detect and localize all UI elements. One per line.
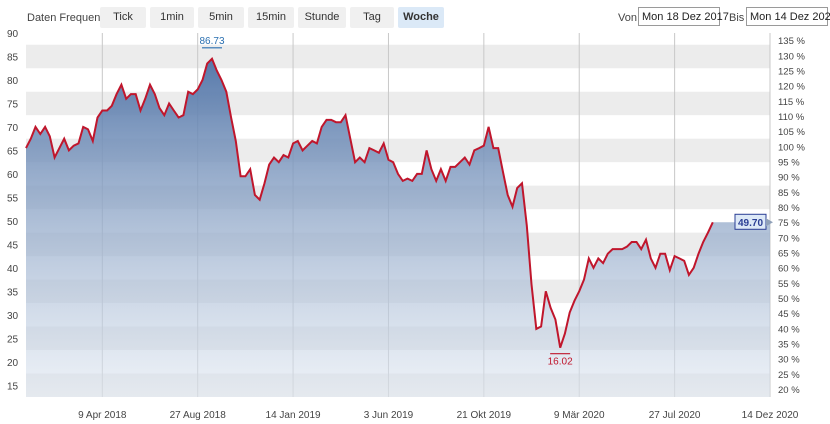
- chart-toolbar: Daten Frequenz Tick 1min 5min 15min Stun…: [0, 0, 830, 34]
- y2-tick-label: 130 %: [778, 51, 805, 62]
- tab-1min[interactable]: 1min: [150, 7, 194, 28]
- tab-woche[interactable]: Woche: [398, 7, 444, 28]
- y-tick-label: 80: [7, 76, 19, 87]
- y2-tick-label: 120 %: [778, 82, 805, 93]
- y-tick-label: 25: [7, 334, 19, 345]
- last-value-arrow: [766, 218, 773, 227]
- last-value-label: 49.70: [738, 218, 763, 229]
- min-value-label: 16.02: [548, 357, 573, 368]
- tab-tag[interactable]: Tag: [350, 7, 394, 28]
- x-tick-label: 27 Aug 2018: [170, 410, 227, 421]
- y-tick-label: 65: [7, 146, 19, 157]
- y2-tick-label: 90 %: [778, 173, 800, 184]
- y2-tick-label: 75 %: [778, 218, 800, 229]
- y-tick-label: 55: [7, 193, 19, 204]
- tab-tick[interactable]: Tick: [100, 7, 146, 28]
- to-label: Bis: [729, 12, 745, 24]
- y-tick-label: 35: [7, 287, 19, 298]
- y-tick-label: 85: [7, 52, 19, 63]
- y-tick-label: 45: [7, 240, 19, 251]
- data-frequency-label: Daten Frequenz: [27, 12, 106, 24]
- y2-tick-label: 60 %: [778, 264, 800, 275]
- y2-tick-label: 115 %: [778, 97, 805, 108]
- x-tick-label: 14 Dez 2020: [742, 410, 799, 421]
- x-tick-label: 14 Jan 2019: [266, 410, 321, 421]
- y-tick-label: 20: [7, 358, 19, 369]
- y2-tick-label: 100 %: [778, 142, 805, 153]
- x-tick-label: 3 Jun 2019: [364, 410, 414, 421]
- from-date-field[interactable]: Mon 18 Dez 2017: [638, 7, 729, 26]
- tab-stunde[interactable]: Stunde: [298, 7, 346, 28]
- y2-tick-label: 95 %: [778, 157, 800, 168]
- y-tick-label: 15: [7, 381, 19, 392]
- y2-tick-label: 55 %: [778, 279, 800, 290]
- y2-tick-label: 105 %: [778, 127, 805, 138]
- y2-tick-label: 70 %: [778, 233, 800, 244]
- y2-tick-label: 65 %: [778, 248, 800, 259]
- y2-tick-label: 85 %: [778, 188, 800, 199]
- y2-tick-label: 80 %: [778, 203, 800, 214]
- grid-band: [26, 44, 770, 69]
- y-tick-label: 30: [7, 311, 19, 322]
- price-area: [26, 58, 770, 398]
- y2-tick-label: 125 %: [778, 66, 805, 77]
- x-tick-label: 9 Apr 2018: [78, 410, 127, 421]
- price-line: [25, 57, 714, 349]
- y2-tick-label: 25 %: [778, 370, 800, 381]
- annotations: 86.73 16.02 49.70: [199, 36, 773, 368]
- from-label: Von: [618, 12, 637, 24]
- y-tick-label: 60: [7, 170, 19, 181]
- x-tick-label: 9 Mär 2020: [554, 410, 605, 421]
- y2-tick-label: 30 %: [778, 355, 800, 366]
- y-axis-left: 15 20 25 30 35 40 45 50 55 60 65 70 75 80 85 90: [7, 29, 19, 392]
- x-axis: 9 Apr 2018 27 Aug 2018 14 Jan 2019 3 Jun 20…: [78, 410, 799, 421]
- y2-tick-label: 40 %: [778, 324, 800, 335]
- y-axis-right-percent: 20 % 25 % 30 % 35 % 40 % 45 % 50 % 55 % 60 % 65 %…: [778, 36, 805, 396]
- tab-5min[interactable]: 5min: [198, 7, 244, 28]
- y2-tick-label: 110 %: [778, 112, 805, 123]
- y2-tick-label: 20 %: [778, 385, 800, 396]
- y-tick-label: 90: [7, 29, 19, 40]
- y2-tick-label: 45 %: [778, 309, 800, 320]
- y2-tick-label: 135 %: [778, 36, 805, 47]
- x-tick-label: 21 Okt 2019: [457, 410, 512, 421]
- y-tick-label: 50: [7, 217, 19, 228]
- y2-tick-label: 35 %: [778, 339, 800, 350]
- y-tick-label: 70: [7, 123, 19, 134]
- to-date-field[interactable]: Mon 14 Dez 2020: [746, 7, 830, 26]
- tab-15min[interactable]: 15min: [248, 7, 294, 28]
- x-tick-label: 27 Jul 2020: [649, 410, 701, 421]
- y-tick-label: 40: [7, 264, 19, 275]
- max-value-label: 86.73: [199, 36, 224, 47]
- y2-tick-label: 50 %: [778, 294, 800, 305]
- frequency-tabs: Tick 1min 5min 15min Stunde Tag Woche: [100, 7, 444, 28]
- y-tick-label: 75: [7, 99, 19, 110]
